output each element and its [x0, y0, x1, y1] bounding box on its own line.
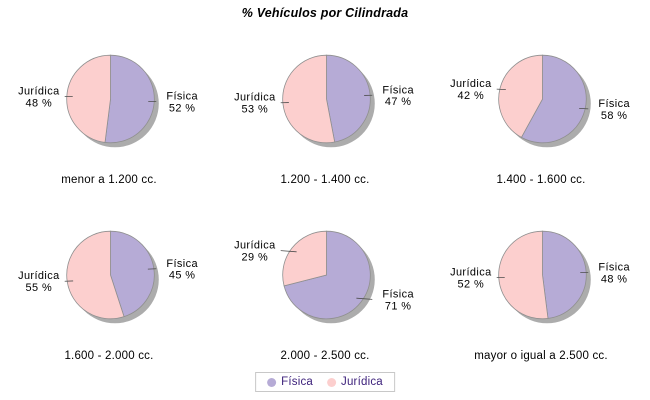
pie-cell-1200-1400: Física 47 % Jurídica 53 % 1.200 - 1.400 cc. — [217, 30, 433, 206]
pie-chart-1200-1400: Física 47 % Jurídica 53 % — [234, 54, 414, 148]
legend-swatch-fisica-icon — [267, 377, 277, 387]
legend-swatch-juridica-icon — [327, 377, 336, 387]
pie-chart-mayor-2500: Física 48 % Jurídica 52 % — [450, 230, 630, 324]
pie-caption: menor a 1.200 cc. — [61, 174, 157, 186]
pie-caption: 1.400 - 1.600 cc. — [496, 174, 586, 186]
legend-item-fisica: Física — [267, 376, 313, 388]
pie-caption: 1.600 - 2.000 cc. — [64, 350, 154, 362]
pie-caption: mayor o igual a 2.500 cc. — [474, 350, 608, 362]
legend: Física Jurídica — [255, 372, 395, 392]
pie-cell-2000-2500: Física 71 % Jurídica 29 % 2.000 - 2.500 cc. — [217, 206, 433, 371]
pie-cell-mayor-2500: Física 48 % Jurídica 52 % mayor o igual a 2… — [433, 206, 649, 371]
pie-chart-1400-1600: Física 58 % Jurídica 42 % — [450, 54, 630, 148]
legend-label-fisica: Física — [281, 376, 313, 388]
pie-cell-1600-2000: Física 45 % Jurídica 55 % 1.600 - 2.000 cc. — [1, 206, 217, 371]
pie-chart-menor-1200: Física 52 % Jurídica 48 % — [18, 54, 198, 148]
pie-cell-menor-1200: Física 52 % Jurídica 48 % menor a 1.200 cc. — [1, 30, 217, 206]
pie-caption: 2.000 - 2.500 cc. — [280, 350, 370, 362]
pie-chart-2000-2500: Física 71 % Jurídica 29 % — [234, 230, 414, 324]
legend-item-juridica: Jurídica — [327, 376, 383, 388]
pie-caption: 1.200 - 1.400 cc. — [280, 174, 370, 186]
legend-label-juridica: Jurídica — [341, 376, 383, 388]
chart-grid: Física 52 % Jurídica 48 % menor a 1.200 cc.… — [1, 30, 649, 371]
page-title: % Vehículos por Cilindrada — [241, 6, 409, 20]
pie-cell-1400-1600: Física 58 % Jurídica 42 % 1.400 - 1.600 cc. — [433, 30, 649, 206]
pie-chart-1600-2000: Física 45 % Jurídica 55 % — [18, 230, 198, 324]
